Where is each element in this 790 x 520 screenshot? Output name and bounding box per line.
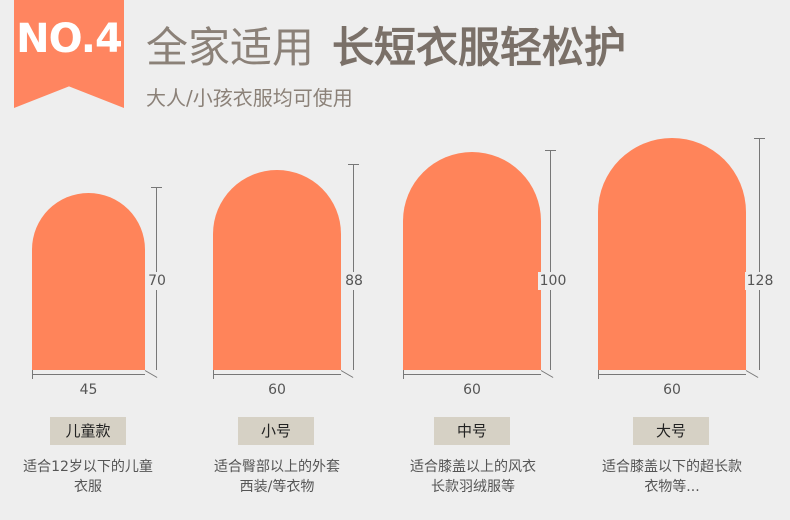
height-line: [353, 164, 354, 370]
width-line: [213, 374, 341, 375]
height-tick-top: [348, 164, 359, 165]
width-tick-left: [213, 370, 214, 379]
height-line: [759, 138, 760, 370]
corner-tick: [144, 370, 158, 378]
page-subtitle: 大人/小孩衣服均可使用: [146, 86, 353, 110]
page-title: 全家适用 长短衣服轻松护: [146, 22, 626, 74]
size-label-large: 大号: [633, 417, 709, 445]
height-tick-top: [754, 138, 765, 139]
corner-tick: [540, 370, 554, 378]
height-value-small: 88: [342, 272, 366, 290]
width-line: [403, 374, 541, 375]
height-line: [550, 150, 551, 370]
corner-tick: [340, 370, 354, 378]
size-desc-medium: 适合膝盖以上的风衣 长款羽绒服等: [410, 459, 536, 495]
width-tick-left: [32, 370, 33, 379]
size-desc-small: 适合臀部以上的外套 西装/等衣物: [214, 459, 340, 495]
size-desc-child: 适合12岁以下的儿童 衣服: [23, 459, 153, 495]
width-value-medium: 60: [463, 382, 481, 398]
height-tick-top: [545, 150, 556, 151]
height-tick-top: [151, 187, 162, 188]
cover-small-shape: [213, 170, 341, 370]
width-value-large: 60: [663, 382, 681, 398]
height-value-large: 128: [745, 272, 775, 290]
width-tick-left: [403, 370, 404, 379]
title-light: 全家适用: [146, 23, 315, 72]
size-desc-large: 适合膝盖以下的超长款 衣物等...: [602, 459, 742, 495]
width-value-child: 45: [79, 382, 98, 398]
height-value-medium: 100: [538, 272, 568, 290]
cover-medium-shape: [403, 152, 541, 370]
size-label-medium: 中号: [434, 417, 510, 445]
width-tick-left: [598, 370, 599, 379]
cover-child-shape: [32, 193, 145, 370]
width-line: [598, 374, 746, 375]
cover-large-shape: [598, 138, 746, 370]
size-label-small: 小号: [238, 417, 314, 445]
size-label-child: 儿童款: [50, 417, 126, 445]
badge-text: NO.4: [16, 16, 123, 62]
title-bold: 长短衣服轻松护: [332, 23, 627, 72]
corner-tick: [745, 370, 759, 378]
height-value-child: 70: [146, 272, 168, 290]
width-value-small: 60: [268, 382, 286, 398]
width-line: [32, 374, 145, 375]
